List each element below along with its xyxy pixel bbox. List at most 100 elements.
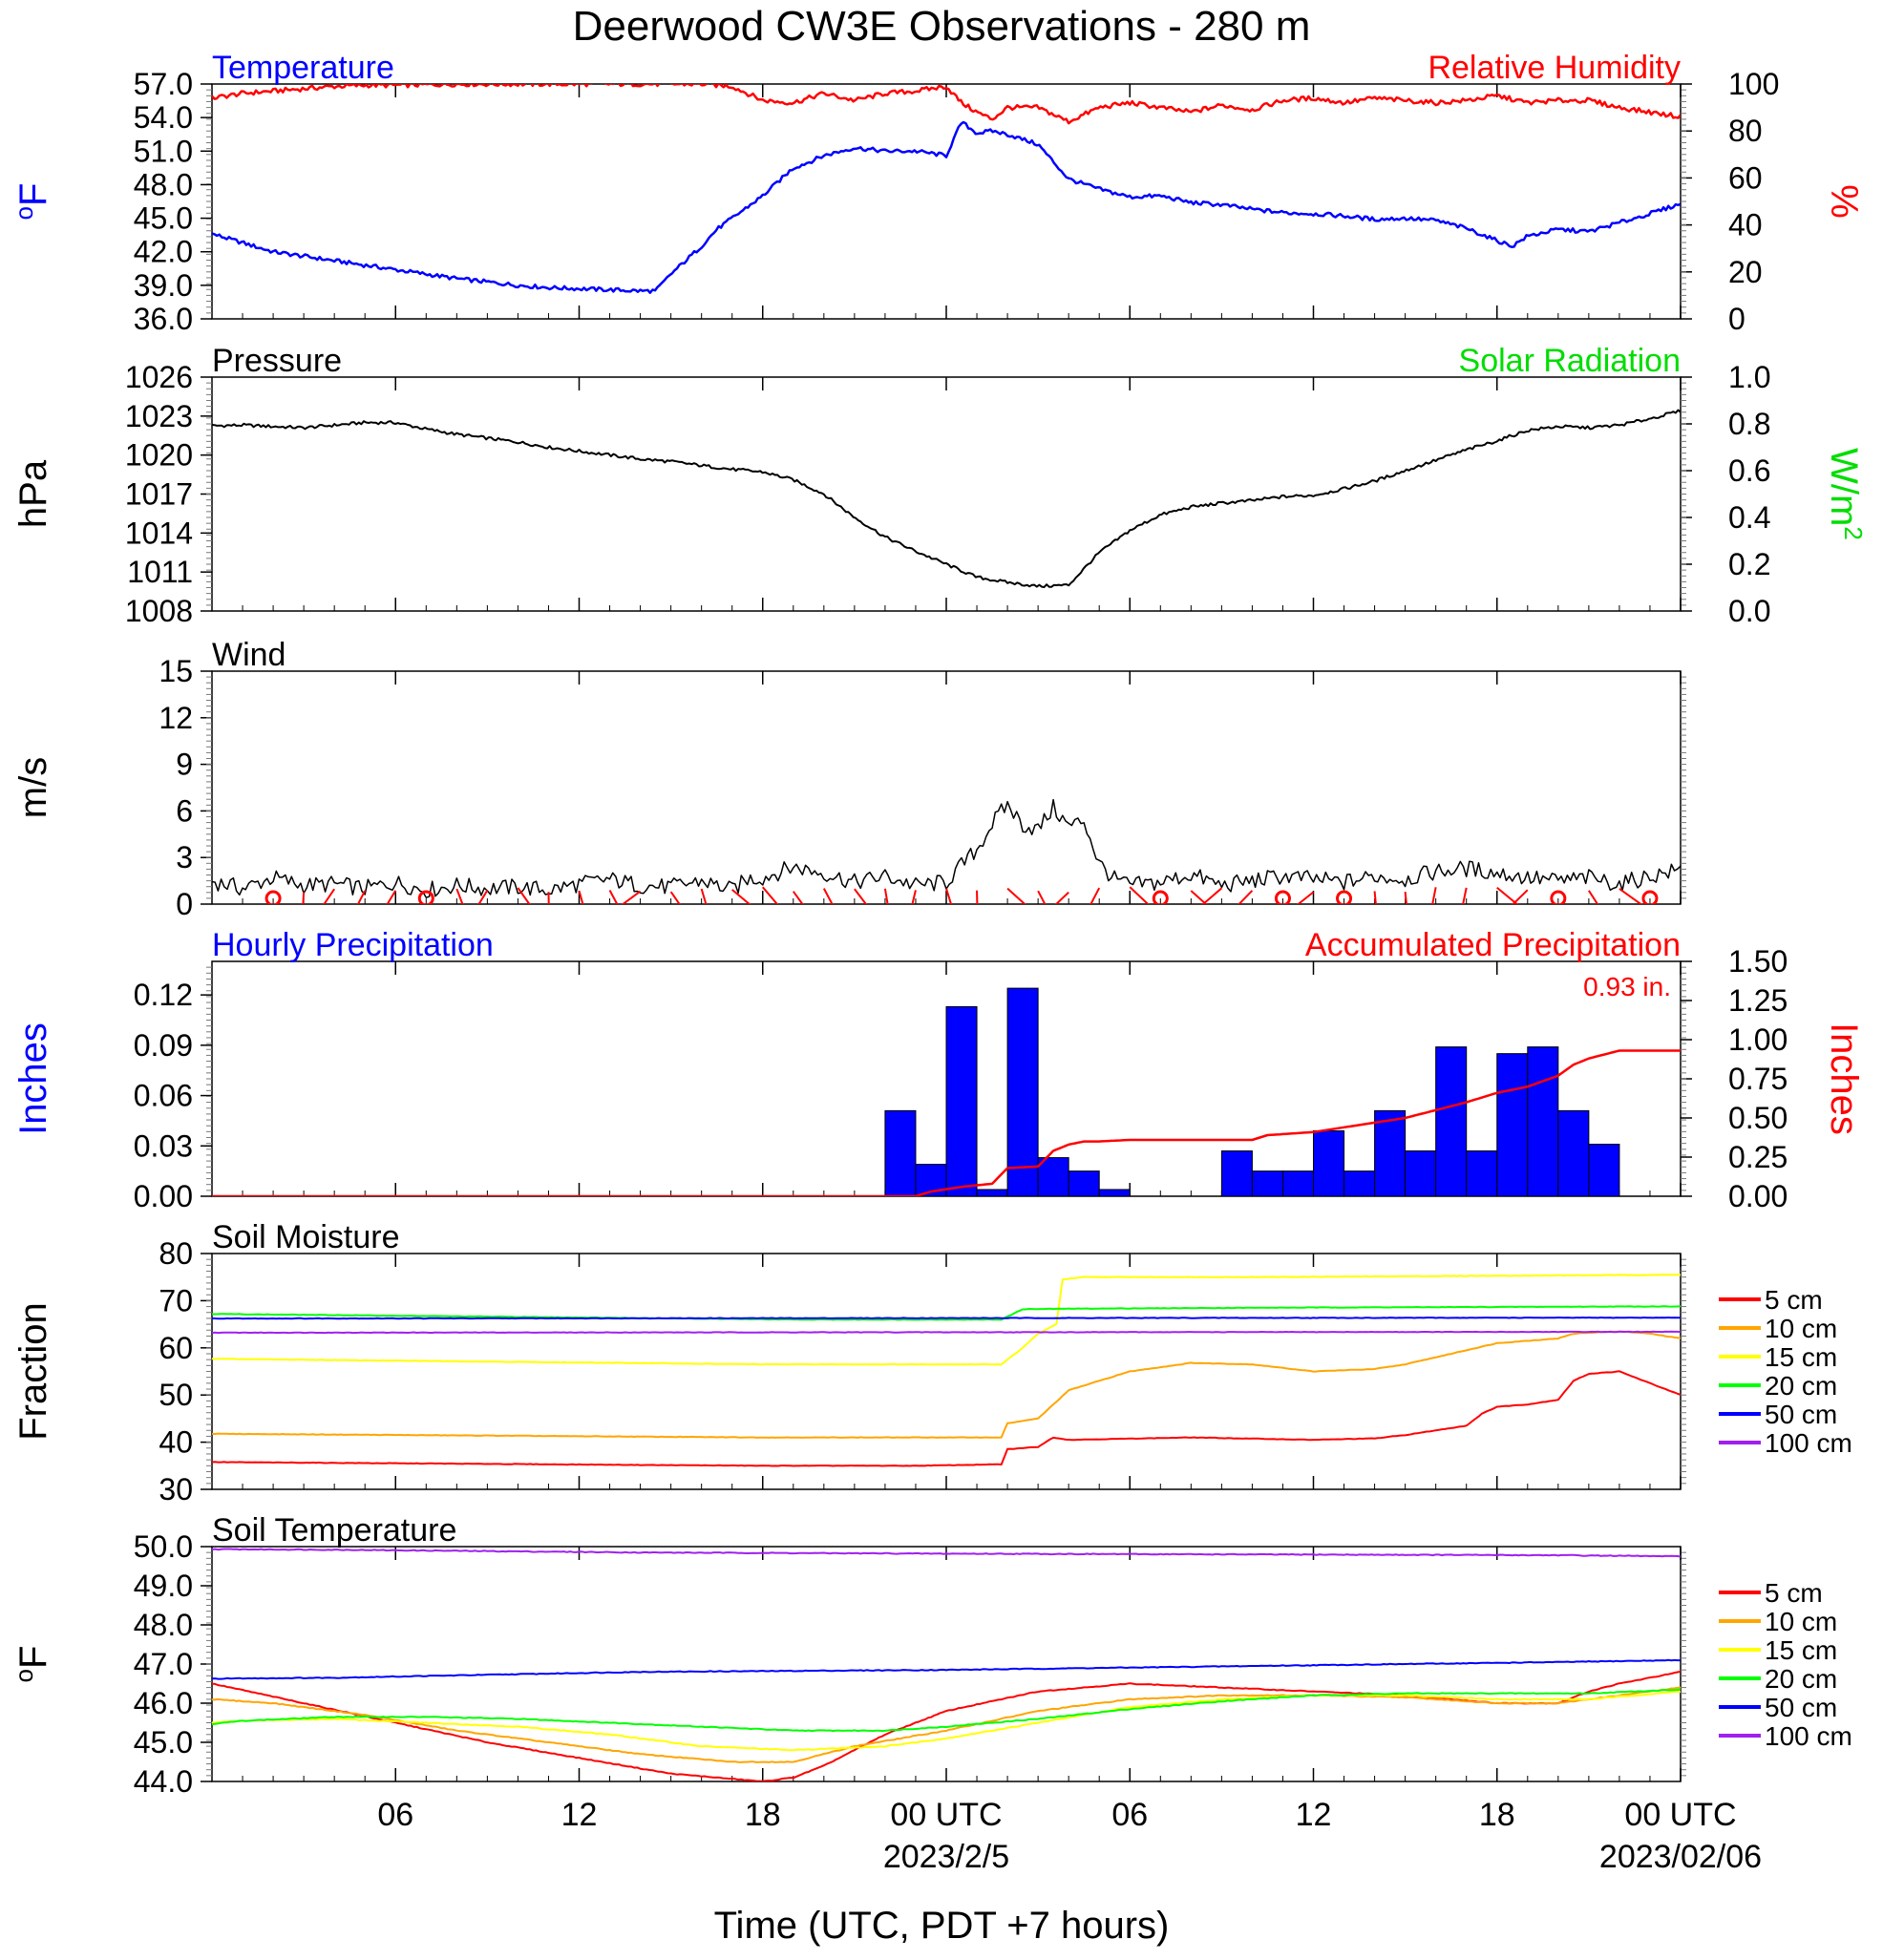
- series-line-wind: [212, 798, 1681, 898]
- legend-label: 10 cm: [1765, 1607, 1837, 1636]
- y-tick-label: 45.0: [134, 1725, 193, 1760]
- panel-title-right: Relative Humidity: [1428, 50, 1681, 86]
- wind-direction-stick: [455, 888, 464, 904]
- wind-direction-stick: [356, 890, 367, 904]
- wind-direction-stick: [911, 890, 917, 904]
- wind-direction-stick: [302, 892, 306, 904]
- calm-wind-marker: [1274, 890, 1291, 904]
- y-tick-label: 40: [159, 1425, 193, 1460]
- panel-title: Soil Moisture: [212, 1219, 400, 1255]
- x-tick-label: 00 UTC: [890, 1797, 1002, 1833]
- wind-direction-stick: [854, 888, 868, 904]
- wind-direction-stick: [1462, 887, 1468, 904]
- plot-area: [212, 798, 1681, 904]
- wind-direction-stick: [669, 891, 681, 904]
- precip-bar: [1006, 987, 1039, 1196]
- wind-direction-stick: [822, 888, 834, 904]
- precip-bar: [1281, 1170, 1315, 1196]
- precip-bar: [1220, 1150, 1253, 1196]
- legend-label: 5 cm: [1765, 1578, 1823, 1608]
- x-axis-title: Time (UTC, PDT +7 hours): [714, 1905, 1170, 1947]
- y-tick-label-right: 1.50: [1728, 944, 1788, 979]
- precip-bar: [1313, 1129, 1345, 1196]
- legend-label: 15 cm: [1765, 1635, 1837, 1665]
- legend-label: 15 cm: [1765, 1342, 1837, 1372]
- series-line-20-cm: [212, 1305, 1681, 1321]
- y-tick-label-right: 80: [1728, 114, 1763, 148]
- panel-precipitation: 0.12 0.09 0.06 0.03 0.00 1.50 1.25 1.00 0.75 0.50…: [12, 927, 1865, 1213]
- wind-direction-stick: [1431, 887, 1437, 904]
- y-tick-label-right: 0.0: [1728, 594, 1770, 628]
- wind-direction-stick: [1297, 891, 1315, 904]
- plot-area: [212, 409, 1681, 588]
- wind-direction-stick: [1512, 889, 1529, 904]
- wind-direction-stick: [578, 890, 584, 904]
- wind-direction-stick: [547, 892, 550, 904]
- series-line-50-cm: [212, 1317, 1681, 1320]
- y-tick-label: 0.03: [134, 1128, 193, 1163]
- x-tick-label: 12: [1296, 1797, 1332, 1833]
- y-tick-label: 50: [159, 1378, 193, 1412]
- precip-bar: [1466, 1150, 1498, 1196]
- y-tick-label-right: 0.8: [1728, 407, 1770, 441]
- panel-soil_temperature: 50.0 49.0 48.0 47.0 46.0 45.0 44.0 Soil Tempera…: [10, 1512, 1852, 1799]
- calm-wind-marker: [1550, 890, 1567, 904]
- plot-area: [212, 987, 1681, 1196]
- y-tick-label: 44.0: [134, 1764, 193, 1799]
- y-tick-label: 80: [159, 1236, 193, 1271]
- plot-area: [212, 1548, 1681, 1781]
- wind-direction-stick: [731, 889, 751, 904]
- wind-direction-sticks: [264, 886, 1659, 904]
- precip-bar: [1496, 1053, 1529, 1196]
- y-tick-label-right: 0.4: [1728, 500, 1770, 535]
- precip-bar: [945, 1005, 978, 1196]
- y-tick-label: 15: [159, 654, 193, 688]
- panel-pressure_solar: 1026 1023 1020 1017 1014 1011 1008 1.0 0.8 0.6 0.4…: [12, 343, 1868, 628]
- x-tick-label: 00 UTC: [1624, 1797, 1736, 1833]
- wind-direction-stick: [517, 887, 531, 904]
- y-tick-label: 0.00: [134, 1179, 193, 1213]
- calm-wind-marker: [417, 890, 434, 904]
- y-axis-label: Fraction: [12, 1302, 54, 1441]
- series-line-pressure: [212, 409, 1681, 588]
- legend-label: 50 cm: [1765, 1400, 1837, 1429]
- series-line-temperature: [212, 120, 1681, 294]
- y-tick-label: 48.0: [134, 1608, 193, 1642]
- wind-direction-stick: [1037, 890, 1047, 904]
- y-tick-label: 57.0: [134, 67, 193, 101]
- y-tick-label-right: 60: [1728, 160, 1763, 195]
- y-tick-label: 1008: [125, 594, 193, 628]
- panel-title: Wind: [212, 637, 286, 673]
- wind-direction-stick: [1238, 890, 1254, 904]
- panel-temperature_humidity: 57.054.051.048.045.042.039.036.0 100 80 60 4…: [10, 50, 1865, 336]
- wind-direction-stick: [621, 890, 642, 904]
- y-tick-label: 39.0: [134, 268, 193, 303]
- y-tick-label-right: 1.25: [1728, 983, 1788, 1018]
- y-tick-label: 0.09: [134, 1028, 193, 1063]
- y-tick-label: 1011: [127, 555, 193, 589]
- x-tick-label: 18: [1479, 1797, 1515, 1833]
- calm-wind-marker: [1336, 890, 1353, 904]
- y-tick-label: 3: [176, 840, 193, 875]
- series-line-15-cm: [212, 1690, 1681, 1752]
- y-tick-label-right: 0.6: [1728, 453, 1770, 488]
- wind-direction-stick: [792, 891, 804, 904]
- panel-title-left: Hourly Precipitation: [212, 927, 494, 963]
- plot-area: [212, 84, 1681, 294]
- x-tick-label: 06: [377, 1797, 413, 1833]
- panel-title-right: Accumulated Precipitation: [1305, 927, 1681, 963]
- y-tick-label: 60: [159, 1331, 193, 1365]
- y-tick-label: 36.0: [134, 302, 193, 336]
- x-date-label: 2023/2/5: [883, 1839, 1009, 1875]
- plot-frame: [211, 376, 1682, 612]
- legend-label: 5 cm: [1765, 1285, 1823, 1315]
- wind-direction-stick: [1129, 886, 1150, 904]
- calm-wind-marker: [264, 890, 282, 904]
- y-tick-label-right: 0.75: [1728, 1062, 1788, 1096]
- y-axis-label: W/m2: [1823, 448, 1868, 540]
- y-tick-label: 1020: [125, 438, 193, 473]
- y-axis-label: %: [1823, 184, 1865, 219]
- y-tick-label: 49.0: [134, 1569, 193, 1603]
